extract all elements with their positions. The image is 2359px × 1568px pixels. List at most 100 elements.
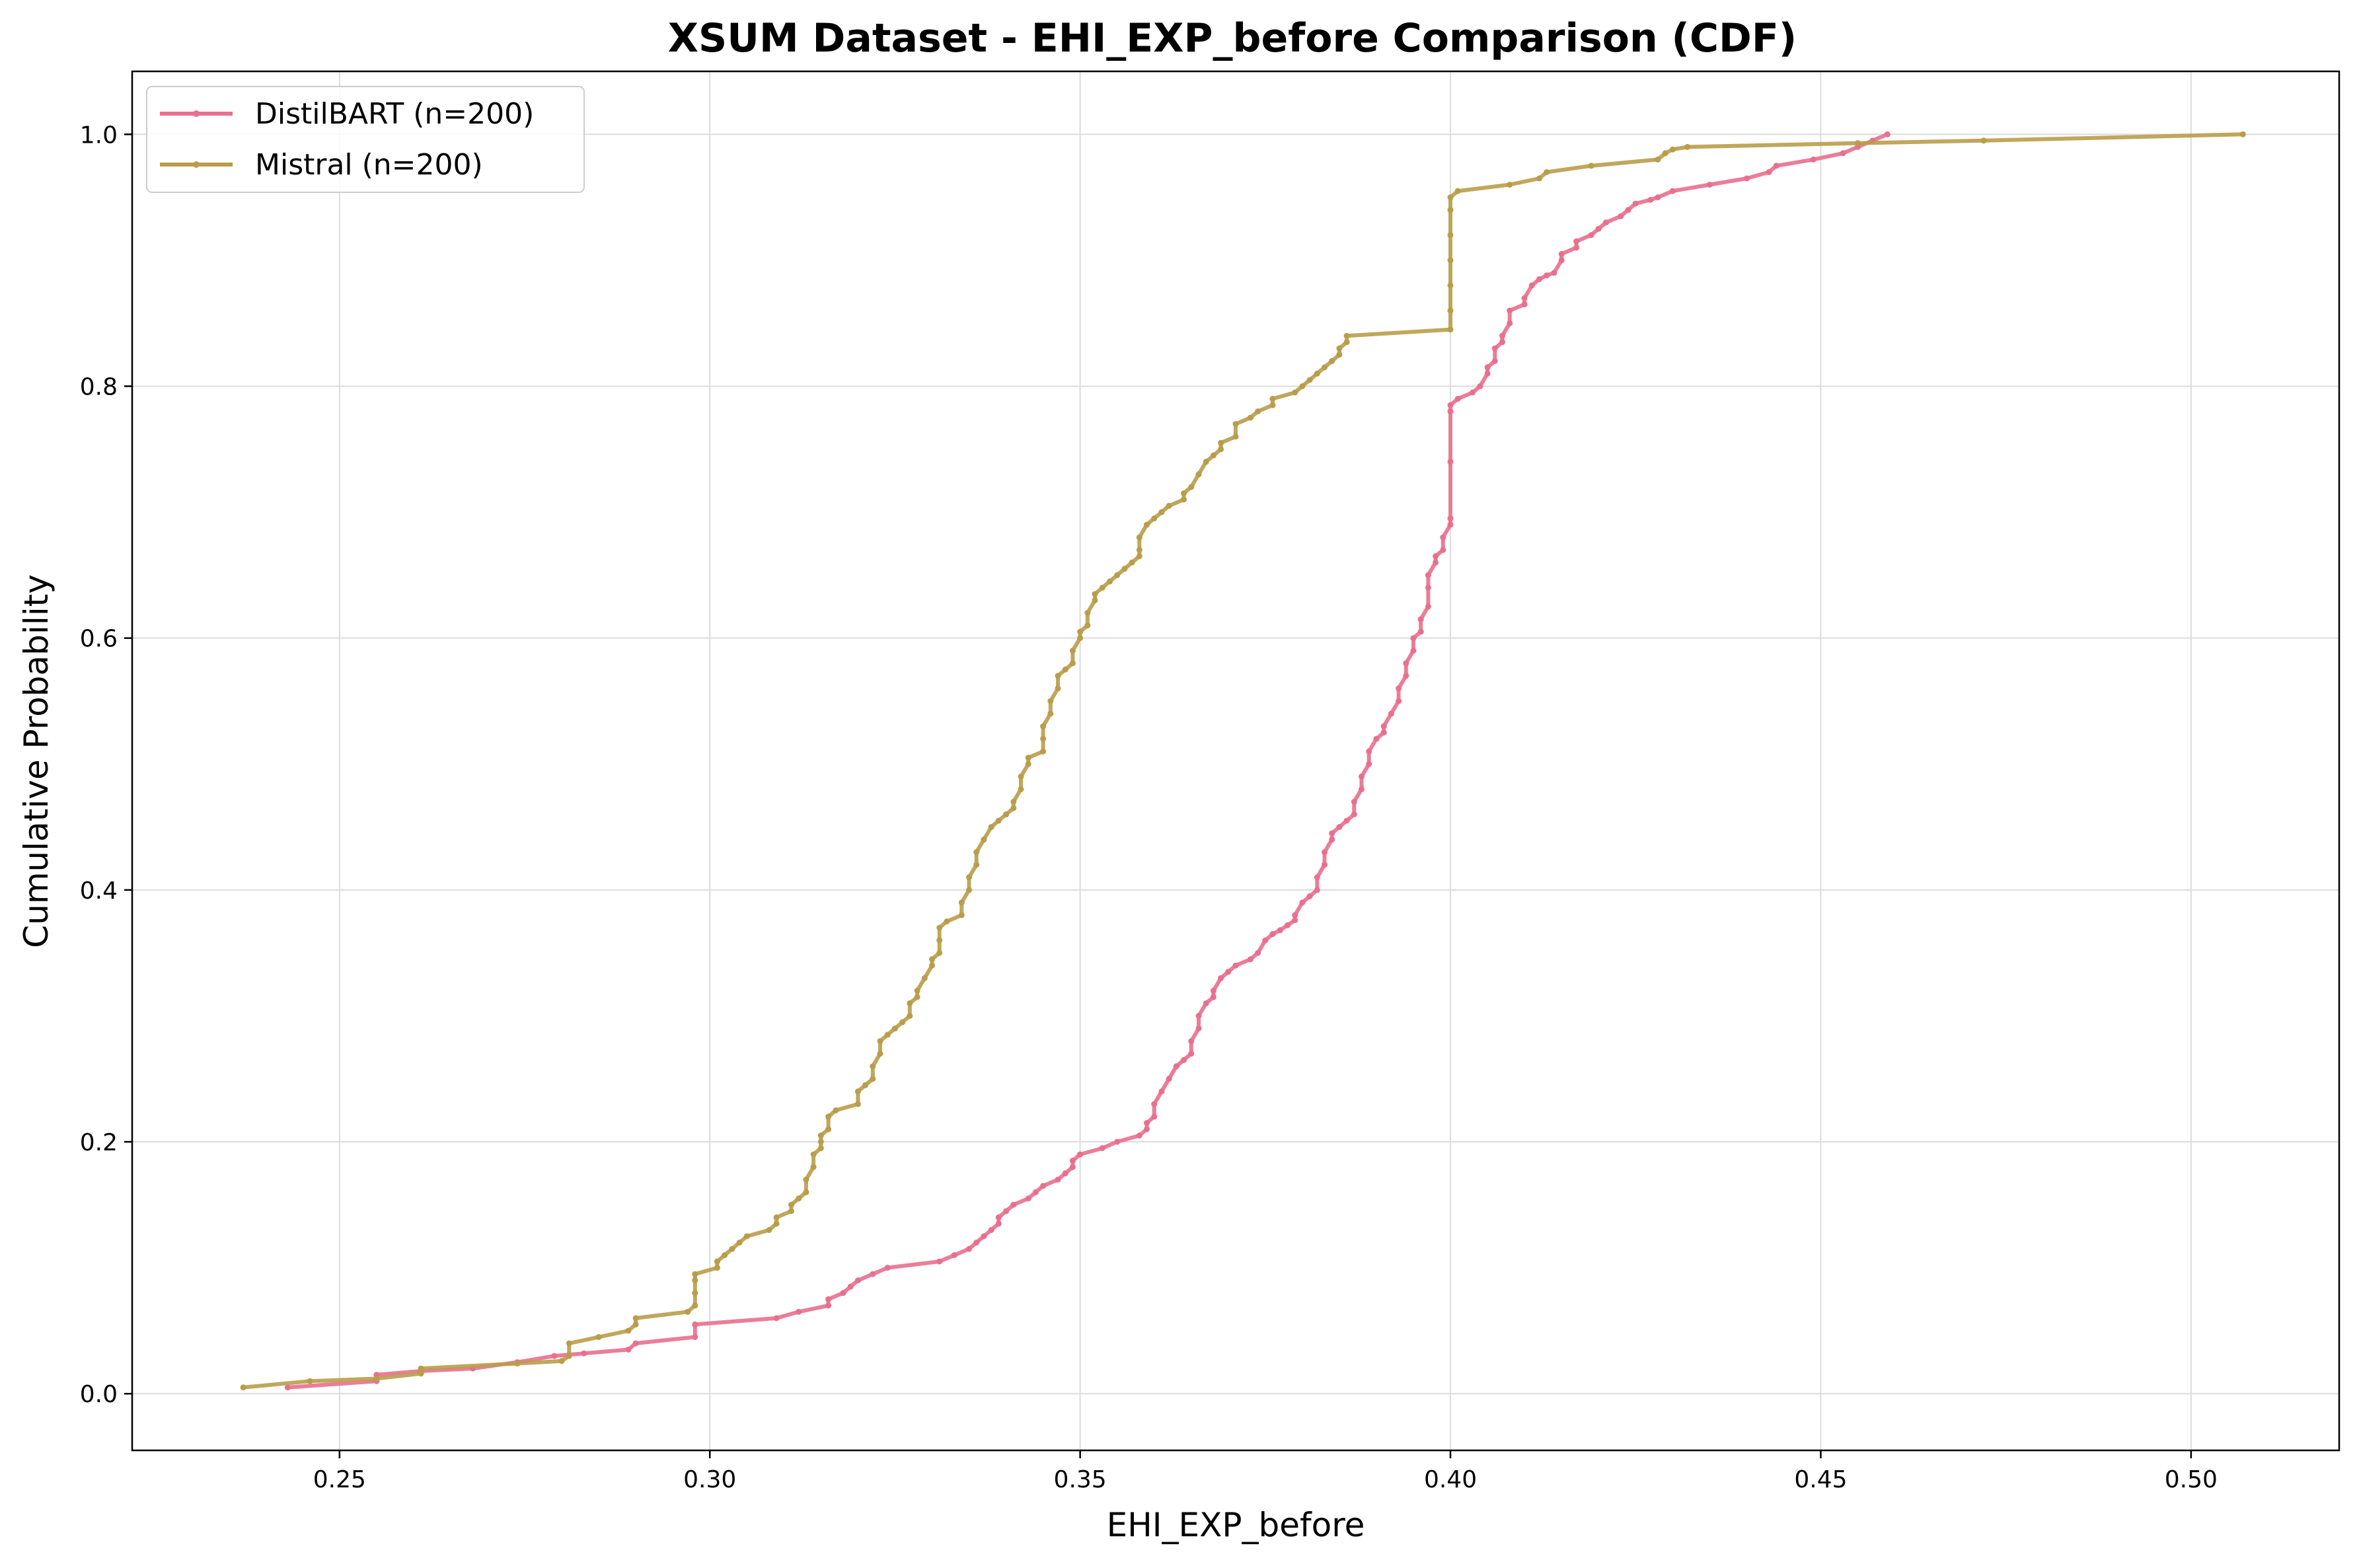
data-point — [1454, 396, 1461, 402]
data-point — [1544, 169, 1550, 175]
data-point — [966, 887, 972, 893]
x-tick-label: 0.30 — [683, 1466, 736, 1493]
data-point — [743, 1233, 750, 1240]
data-point — [1403, 660, 1409, 667]
data-point — [1225, 969, 1232, 975]
data-point — [1470, 389, 1476, 396]
data-point — [981, 837, 987, 843]
data-point — [1232, 421, 1239, 428]
data-point — [373, 1375, 380, 1382]
data-point — [1025, 761, 1031, 767]
data-point — [1077, 635, 1084, 642]
data-point — [625, 1347, 632, 1353]
data-point — [1433, 559, 1439, 566]
data-point — [788, 1201, 794, 1208]
data-point — [1047, 710, 1054, 717]
data-point — [833, 1107, 839, 1113]
data-point — [1507, 307, 1513, 314]
data-point — [1380, 729, 1387, 736]
data-point — [825, 1113, 832, 1120]
data-point — [1151, 1101, 1158, 1107]
data-point — [1255, 950, 1261, 956]
data-point — [1292, 912, 1298, 918]
data-point — [966, 874, 972, 881]
data-point — [766, 1227, 772, 1233]
data-point — [1410, 635, 1417, 642]
x-tick-label: 0.50 — [2165, 1466, 2218, 1493]
data-point — [1447, 326, 1454, 333]
data-point — [692, 1290, 698, 1296]
series-line-mistral — [243, 132, 2243, 1390]
data-point — [1669, 146, 1676, 153]
data-point — [1314, 874, 1320, 881]
data-point — [1655, 156, 1661, 163]
data-point — [1618, 213, 1624, 219]
data-point — [1166, 1076, 1172, 1082]
data-point — [973, 1240, 980, 1246]
data-point — [958, 899, 965, 906]
data-point — [1359, 773, 1365, 780]
data-point — [1766, 169, 1772, 175]
x-tick-label: 0.45 — [1794, 1466, 1847, 1493]
data-point — [1573, 244, 1580, 251]
legend-marker-mistral — [193, 161, 200, 168]
data-point — [1336, 345, 1343, 352]
data-point — [1069, 1164, 1076, 1170]
data-point — [1521, 295, 1528, 301]
data-point — [1055, 1176, 1061, 1183]
data-point — [1351, 811, 1357, 817]
data-point — [929, 956, 935, 963]
data-point — [1040, 1183, 1047, 1189]
data-point — [847, 1283, 854, 1290]
data-point — [862, 1082, 869, 1088]
data-point — [1195, 1013, 1202, 1019]
data-point — [1218, 975, 1224, 981]
data-point — [1396, 685, 1402, 692]
data-point — [692, 1321, 698, 1327]
data-point — [1588, 232, 1594, 239]
data-point — [1314, 887, 1320, 893]
data-point — [1292, 917, 1298, 924]
data-point — [692, 1302, 698, 1309]
data-point — [566, 1353, 572, 1359]
data-point — [1417, 628, 1424, 635]
data-point — [854, 1101, 861, 1107]
data-point — [995, 1214, 1002, 1220]
data-point — [1447, 459, 1454, 465]
data-point — [1588, 163, 1594, 169]
data-point — [1410, 648, 1417, 654]
data-point — [854, 1088, 861, 1095]
data-point — [1625, 207, 1631, 213]
data-point — [692, 1334, 698, 1340]
data-point — [1743, 175, 1750, 182]
data-point — [921, 975, 928, 981]
data-point — [988, 1227, 994, 1233]
data-point — [899, 1019, 906, 1026]
data-point — [685, 1308, 691, 1315]
data-point — [1336, 352, 1343, 358]
data-point — [1247, 956, 1254, 963]
data-point — [1077, 628, 1084, 635]
data-point — [936, 937, 943, 944]
data-point — [1343, 332, 1350, 339]
data-point — [1032, 1189, 1039, 1195]
data-point — [736, 1240, 743, 1246]
ticks: 0.25 0.30 0.35 0.40 0.45 0.50 0.0 0.2 0.4 0.6 0.8 1… — [80, 122, 2218, 1493]
data-point — [1299, 899, 1306, 906]
data-point — [1040, 735, 1047, 742]
y-axis-label: Cumulative Probability — [17, 574, 56, 948]
data-point — [1247, 414, 1254, 421]
data-point — [1343, 339, 1350, 346]
data-point — [936, 950, 943, 956]
data-point — [1388, 710, 1394, 717]
legend-label-distilbart: DistilBART (n=200) — [255, 97, 534, 131]
data-point — [1306, 377, 1313, 383]
data-point — [1285, 922, 1291, 928]
data-point — [632, 1321, 639, 1327]
data-point — [1069, 1158, 1076, 1164]
data-point — [551, 1353, 558, 1359]
data-point — [1144, 521, 1150, 528]
data-point — [1062, 1170, 1068, 1177]
data-point — [803, 1189, 809, 1195]
